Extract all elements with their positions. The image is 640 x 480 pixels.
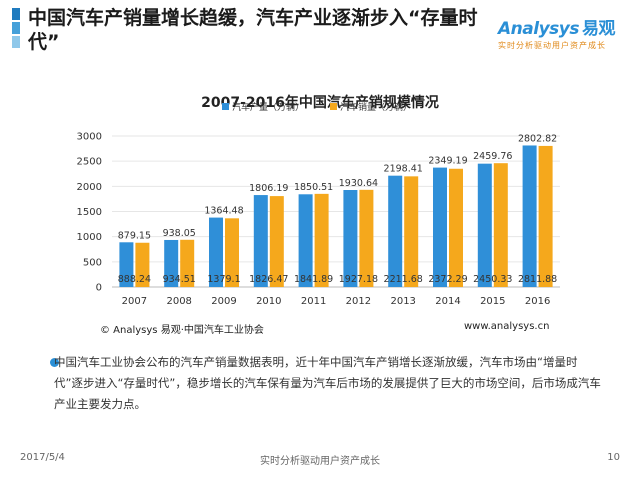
bar-production (253, 195, 268, 287)
y-tick-label: 0 (96, 283, 102, 294)
bar-sales (404, 176, 419, 287)
bar-sales (449, 168, 463, 287)
x-tick-label: 2007 (122, 296, 147, 307)
footer-date: 2017/5/4 (20, 452, 65, 463)
bullet-text: 中国汽车工业协会公布的汽车产销量数据表明，近十年中国汽车产销增长逐渐放缓，汽车市… (54, 355, 601, 411)
x-tick-label: 2009 (211, 296, 236, 307)
data-label-sales: 2802.82 (518, 133, 557, 144)
bar-chart: 汽车产量（万辆） 汽车销量（万辆） 0 500 1000 1500 2000 2500 3000… (77, 101, 560, 307)
bar-sales (225, 218, 239, 287)
logo-cn: 易观 (581, 19, 616, 39)
x-tick-label: 2014 (435, 296, 460, 307)
logo-brand: nalysys (510, 19, 580, 39)
data-label-sales: 1364.48 (204, 206, 243, 217)
title-accent-bar (12, 8, 20, 48)
legend-label: 汽车销量（万辆） (340, 101, 412, 113)
page-title: 中国汽车产销量增长趋缓，汽车产业逐渐步入“存量时代” (28, 7, 478, 53)
y-tick-label: 1000 (77, 232, 102, 243)
data-label-sales: 938.05 (163, 228, 196, 239)
bar-production (388, 175, 403, 287)
data-label-production: 2811.88 (518, 274, 557, 285)
y-tick-label: 500 (83, 257, 102, 268)
data-label-production: 1379.1 (207, 274, 240, 285)
data-label-sales: 1850.51 (294, 182, 333, 193)
bar-sales (538, 145, 553, 287)
x-tick-label: 2011 (301, 296, 326, 307)
bar-sales (314, 193, 329, 287)
data-label-sales: 879.15 (118, 230, 151, 241)
y-tick-label: 2500 (77, 157, 102, 168)
x-tick-label: 2016 (525, 296, 550, 307)
bullet-dot-icon (50, 358, 59, 367)
bar-sales (135, 242, 150, 287)
bar-sales (269, 196, 284, 287)
bar-production (119, 242, 134, 287)
data-label-production: 1826.47 (249, 274, 288, 285)
bar-production (477, 163, 492, 287)
site-url[interactable]: www.analysys.cn (464, 321, 550, 332)
chart-title: 2007-2016年中国汽车产销规模情况 (201, 95, 439, 111)
data-label-sales: 1806.19 (249, 183, 288, 194)
y-tick-label: 2000 (77, 182, 102, 193)
bar-sales (180, 239, 195, 287)
data-label-sales: 2198.41 (384, 164, 423, 175)
bar-sales (493, 163, 508, 287)
bar-production (522, 145, 537, 287)
footer-tagline: 实时分析驱动用户资产成长 (260, 456, 380, 467)
bar-production (433, 167, 447, 287)
data-label-sales: 2459.76 (473, 151, 512, 162)
data-label-production: 934.51 (163, 274, 196, 285)
bar-production (343, 189, 358, 287)
legend-swatch (222, 103, 229, 110)
bar-sales (359, 189, 374, 287)
legend-label: 汽车产量（万辆） (232, 101, 304, 113)
x-tick-label: 2008 (166, 296, 191, 307)
logo-tagline: 实时分析驱动用户资产成长 (498, 41, 606, 50)
data-label-sales: 2349.19 (428, 156, 467, 167)
bar-production (209, 217, 223, 287)
x-tick-label: 2013 (390, 296, 415, 307)
data-label-production: 2450.33 (473, 274, 512, 285)
y-tick-label: 1500 (77, 207, 102, 218)
data-label-production: 2211.68 (384, 274, 423, 285)
data-label-production: 888.24 (118, 274, 151, 285)
logo-mark: A (498, 19, 511, 39)
page-number: 10 (607, 452, 620, 463)
bar-production (298, 194, 313, 287)
y-tick-label: 3000 (77, 132, 102, 143)
x-tick-label: 2010 (256, 296, 281, 307)
data-label-sales: 1930.64 (339, 178, 378, 189)
chart-source: © Analysys 易观·中国汽车工业协会 (100, 325, 264, 336)
data-label-production: 2372.29 (428, 274, 467, 285)
chart-container: 2007-2016年中国汽车产销规模情况 汽车产量（万辆） 汽车销量（万辆） 0 50… (0, 80, 640, 340)
analysys-logo: Analysys 易观 实时分析驱动用户资产成长 (498, 14, 628, 50)
bar-production (164, 239, 179, 287)
x-tick-label: 2012 (346, 296, 371, 307)
legend-swatch (330, 103, 337, 110)
data-label-production: 1927.18 (339, 274, 378, 285)
data-label-production: 1841.89 (294, 274, 333, 285)
x-tick-label: 2015 (480, 296, 505, 307)
